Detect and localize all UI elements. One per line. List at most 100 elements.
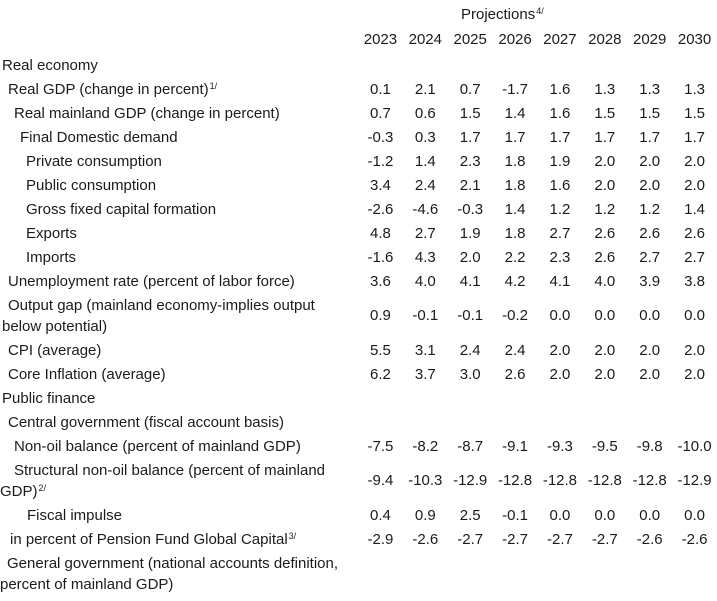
row-label: CPI (average) (0, 340, 358, 361)
value-cell: -12.8 (587, 472, 622, 489)
value-cell: 2.0 (594, 152, 616, 170)
value-cell: -12.9 (453, 472, 488, 489)
row-label: Real mainland GDP (change in percent) (0, 103, 358, 124)
value-cell: 0.0 (594, 307, 616, 324)
value-cell: 0.3 (414, 128, 436, 146)
value-cell: 2.0 (639, 176, 661, 194)
row-label: Real economy (0, 55, 358, 76)
value-cell: 2.7 (549, 224, 571, 242)
year-column-header-2028: 2028 (588, 31, 622, 48)
year-column-header-2027: 2027 (543, 31, 577, 48)
value-cell: 3.6 (370, 272, 391, 290)
row-values: -1.2 1.4 2.3 1.8 1.9 2.0 2.0 2.0 (358, 151, 717, 172)
value-cell: -2.7 (457, 530, 484, 548)
value-cell: 1.8 (504, 152, 526, 170)
row-label-text: Core Inflation (average) (8, 365, 166, 383)
value-cell: 3.1 (414, 341, 436, 359)
row-label-text: Private consumption (26, 152, 162, 170)
row-label-text: Real GDP (change in percent) (8, 80, 209, 98)
table-row: Exports 4.8 2.7 1.9 1.8 2.7 2.6 2.6 2.6 (0, 221, 717, 245)
value-cell: 2.1 (459, 176, 481, 194)
row-label: Imports (0, 247, 358, 268)
value-cell: 1.9 (459, 224, 481, 242)
value-cell: -10.0 (677, 437, 712, 455)
value-cell: -2.6 (412, 530, 439, 548)
value-cell: 0.0 (549, 506, 571, 524)
value-cell: 2.4 (504, 341, 526, 359)
value-cell: 2.5 (459, 506, 481, 524)
value-cell: -4.6 (412, 200, 439, 218)
value-cell: 4.0 (414, 272, 436, 290)
value-cell: 1.3 (639, 80, 661, 98)
value-cell: 3.7 (414, 365, 436, 383)
value-cell: 5.5 (370, 341, 391, 359)
row-values: -2.9 -2.6 -2.7 -2.7 -2.7 -2.7 -2.6 -2.6 (358, 529, 717, 550)
value-cell: 1.2 (594, 200, 616, 218)
row-label: Output gap (mainland economy-implies out… (0, 295, 358, 337)
value-cell: 1.7 (639, 128, 661, 146)
value-cell: 1.7 (459, 128, 481, 146)
value-cell: 2.0 (684, 176, 705, 194)
table-row: Real economy (0, 53, 717, 77)
row-label: Fiscal impulse (0, 505, 358, 526)
value-cell: 1.5 (594, 104, 616, 122)
value-cell: 2.1 (414, 80, 436, 98)
row-label: Gross fixed capital formation (0, 199, 358, 220)
footnote-marker: 2/ (38, 482, 47, 493)
year-header-cells: 2023 2024 2025 2026 2027 2028 2029 2030 (358, 26, 717, 53)
row-values: -9.4 -10.3 -12.9 -12.8 -12.8 -12.8 -12.8 -12.9 (358, 460, 717, 502)
table-row: CPI (average) 5.5 3.1 2.4 2.4 2.0 2.0 2.0 2.0 (0, 338, 717, 362)
value-cell: 4.0 (594, 272, 616, 290)
table-row: Unemployment rate (percent of labor forc… (0, 269, 717, 293)
table-row: Gross fixed capital formation -2.6 -4.6 -0.… (0, 197, 717, 221)
value-cell: 4.1 (459, 272, 481, 290)
table-row: Non-oil balance (percent of mainland GDP… (0, 434, 717, 458)
value-cell: -9.3 (547, 437, 573, 455)
value-cell: 4.1 (549, 272, 571, 290)
value-cell: 2.2 (504, 248, 526, 266)
table-row: Central government (fiscal account basis… (0, 410, 717, 434)
table-row: Core Inflation (average) 6.2 3.7 3.0 2.6 2.0 2… (0, 362, 717, 386)
table-row: in percent of Pension Fund Global Capita… (0, 527, 717, 551)
value-cell: 1.7 (549, 128, 571, 146)
table-row: Final Domestic demand -0.3 0.3 1.7 1.7 1.7 1.7… (0, 125, 717, 149)
row-label-text: Exports (26, 224, 77, 242)
value-cell: 2.0 (594, 341, 616, 359)
value-cell: 0.4 (370, 506, 391, 524)
value-cell: -2.9 (367, 530, 394, 548)
row-values: 0.1 2.1 0.7 -1.7 1.6 1.3 1.3 1.3 (358, 79, 717, 100)
value-cell: 0.7 (370, 104, 391, 122)
value-cell: -2.7 (502, 530, 528, 548)
value-cell: -12.8 (497, 472, 533, 489)
value-cell: 1.7 (684, 128, 705, 146)
value-cell: -12.8 (542, 472, 578, 489)
table-row: Output gap (mainland economy-implies out… (0, 293, 717, 338)
row-label-text: General government (national accounts de… (0, 554, 339, 593)
row-label: Public finance (0, 388, 358, 409)
value-cell: 0.6 (414, 104, 436, 122)
value-cell: -9.1 (502, 437, 528, 455)
value-cell: 1.5 (459, 104, 481, 122)
row-values: 3.6 4.0 4.1 4.2 4.1 4.0 3.9 3.8 (358, 271, 717, 292)
year-column-header-2026: 2026 (498, 31, 532, 48)
year-column-header-2023: 2023 (363, 31, 398, 48)
row-values: -1.6 4.3 2.0 2.2 2.3 2.6 2.7 2.7 (358, 247, 717, 268)
value-cell: 1.4 (684, 200, 705, 218)
projections-label: Projections (461, 5, 536, 23)
value-cell: 1.4 (504, 200, 526, 218)
value-cell: 1.2 (639, 200, 661, 218)
value-cell: 0.7 (459, 80, 481, 98)
row-values: -7.5 -8.2 -8.7 -9.1 -9.3 -9.5 -9.8 -10.0 (358, 436, 717, 457)
row-label-text: Public consumption (26, 176, 157, 194)
value-cell: 0.0 (684, 307, 705, 324)
row-label-text: Fiscal impulse (27, 506, 123, 524)
value-cell: 2.6 (594, 248, 616, 266)
row-label: Real GDP (change in percent)1/ (0, 79, 358, 100)
value-cell: 2.0 (594, 365, 616, 383)
row-label-text: CPI (average) (8, 341, 102, 359)
value-cell: 2.0 (549, 365, 571, 383)
value-cell: 1.4 (504, 104, 526, 122)
year-column-header-2025: 2025 (453, 31, 487, 48)
row-label-text: Gross fixed capital formation (26, 200, 217, 218)
row-label: Core Inflation (average) (0, 364, 358, 385)
